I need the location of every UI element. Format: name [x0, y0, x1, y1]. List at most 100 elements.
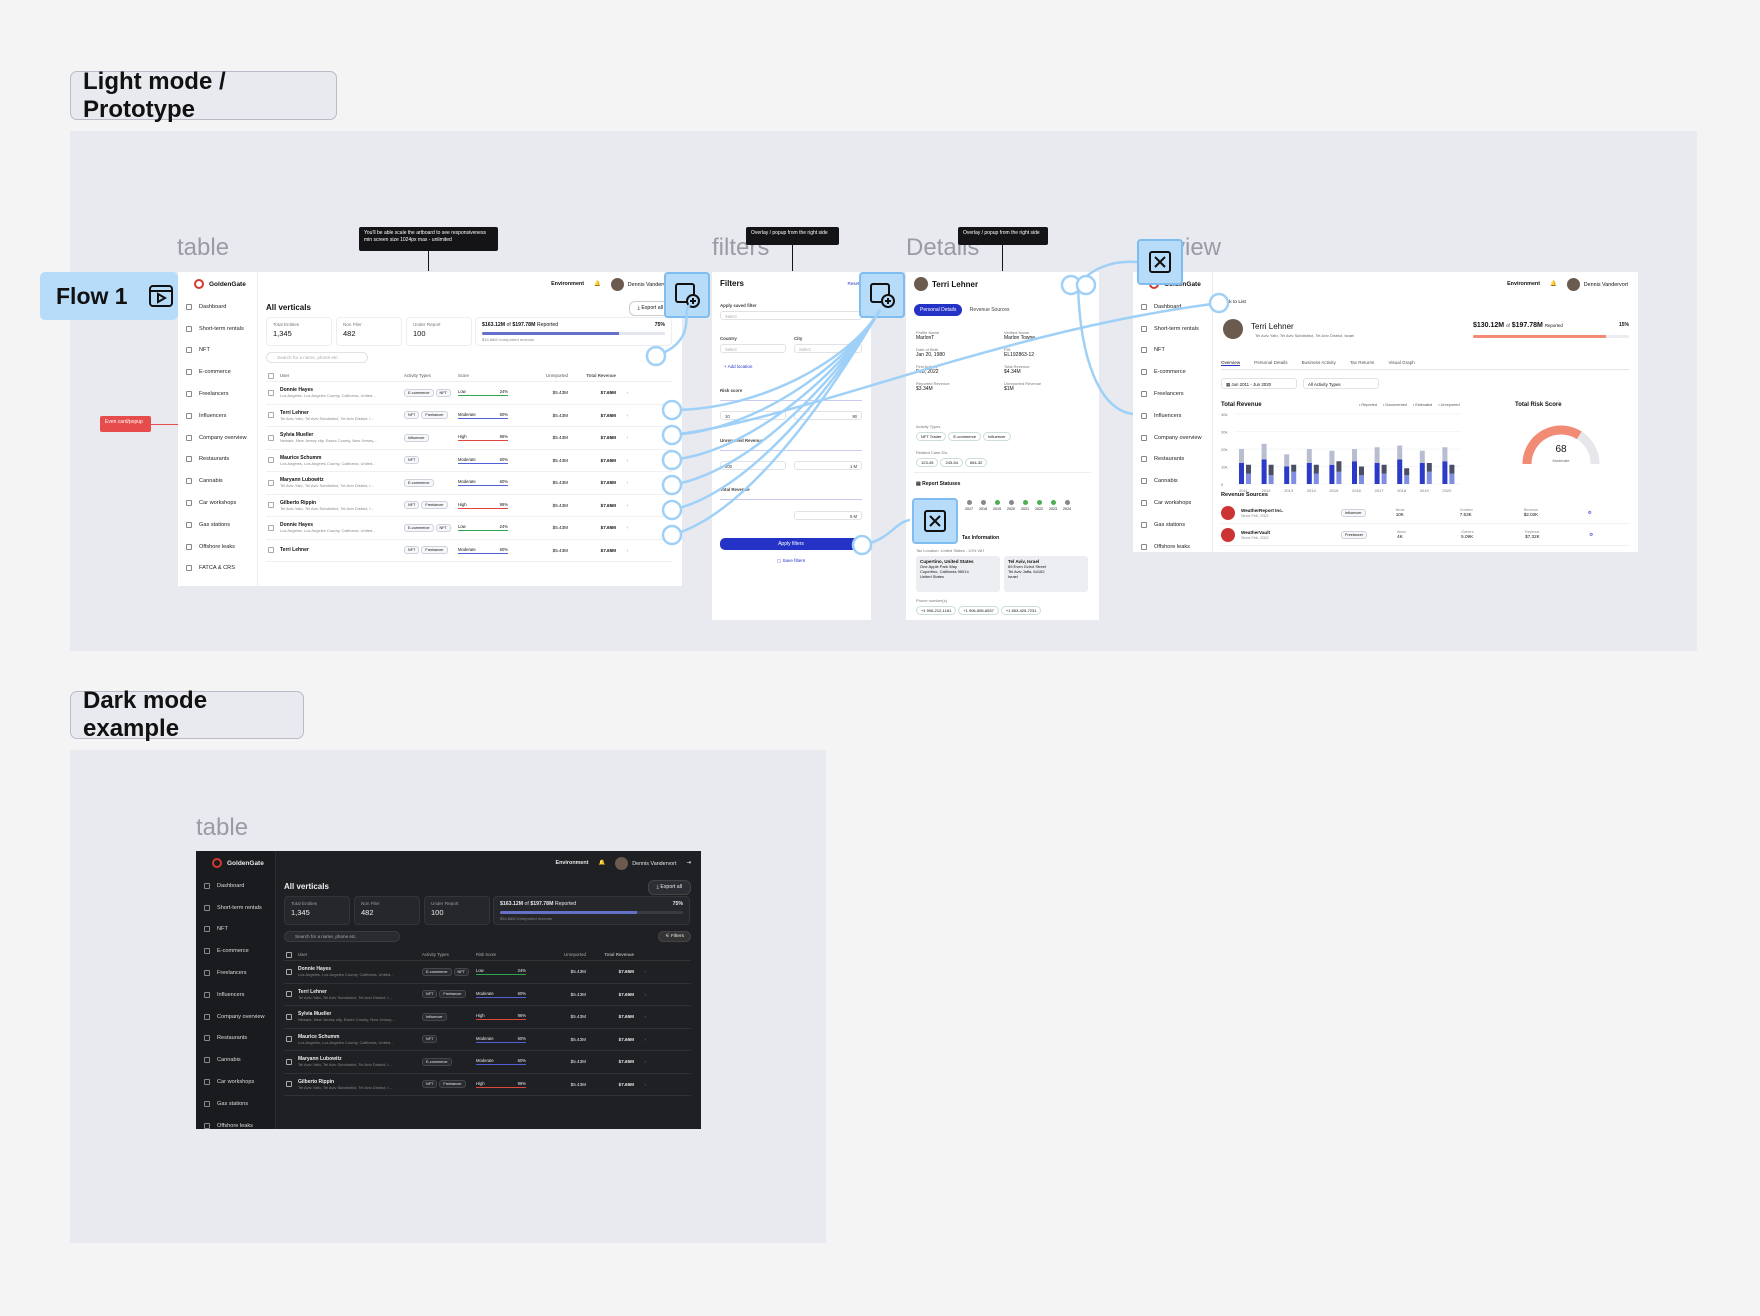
reset-all-link[interactable]: Reset all	[847, 281, 865, 286]
sidebar-item-dashboard[interactable]: Dashboard	[196, 875, 275, 897]
table-row[interactable]: Terri Lehner Tel Aviv-Yafo, Tel Aviv Subd…	[266, 405, 672, 427]
logout-icon[interactable]: ⇥	[686, 860, 691, 866]
environment-label[interactable]: Environment	[1507, 281, 1541, 287]
sidebar-item-influencers[interactable]: Influencers	[178, 405, 257, 427]
gear-icon[interactable]: ⚙	[1589, 531, 1594, 537]
sidebar-item-gas-stations[interactable]: Gas stations	[1133, 514, 1212, 536]
sidebar-item-nft[interactable]: NFT	[196, 919, 275, 941]
chevron-right-icon[interactable]: ›	[644, 1059, 646, 1065]
open-overlay-icon-filters[interactable]	[664, 272, 710, 318]
table-row[interactable]: Maurice Schumm Los Angeles, Los Angeles C…	[266, 450, 672, 472]
chevron-right-icon[interactable]: ›	[644, 1036, 646, 1042]
row-checkbox[interactable]	[268, 389, 274, 396]
country-select[interactable]: Select	[720, 344, 786, 353]
sidebar-item-e-commerce[interactable]: E-commerce	[1133, 361, 1212, 383]
chevron-right-icon[interactable]: ›	[626, 435, 628, 441]
sidebar-item-freelancers[interactable]: Freelancers	[1133, 383, 1212, 405]
phone-chip[interactable]: +1 906-555-6537	[958, 606, 999, 615]
tax-info-header[interactable]: Tax Information	[962, 535, 1000, 541]
sidebar-item-dashboard[interactable]: Dashboard	[1133, 296, 1212, 318]
select-all-checkbox[interactable]	[286, 951, 292, 958]
chevron-right-icon[interactable]: ›	[626, 502, 628, 508]
saved-filter-select[interactable]: Select	[720, 311, 862, 320]
gear-icon[interactable]: ⚙	[1587, 509, 1592, 515]
sidebar-item-e-commerce[interactable]: E-commerce	[196, 940, 275, 962]
tab-business-activity[interactable]: Business Activity	[1301, 360, 1336, 365]
sidebar-item-freelancers[interactable]: Freelancers	[178, 383, 257, 405]
table-row[interactable]: Sylvia Mueller Newark, New Jersey city, E…	[266, 427, 672, 450]
sidebar-item-short-term-rentals[interactable]: Short-term rentals	[1133, 318, 1212, 340]
row-checkbox[interactable]	[286, 1036, 292, 1043]
chevron-right-icon[interactable]: ›	[626, 457, 628, 463]
row-checkbox[interactable]	[268, 524, 274, 531]
sidebar-item-gas-stations[interactable]: Gas stations	[178, 514, 257, 536]
bell-icon[interactable]: 🔔	[1550, 281, 1557, 287]
sidebar-item-restaurants[interactable]: Restaurants	[1133, 449, 1212, 471]
sidebar-item-company-overview[interactable]: Company overview	[1133, 427, 1212, 449]
tab-revenue-sources[interactable]: Revenue Sources	[969, 307, 1010, 313]
sidebar-item-cannabis[interactable]: Cannabis	[178, 470, 257, 492]
table-row[interactable]: Donnie Hayes Los Angeles, Los Angeles Cou…	[284, 961, 691, 984]
row-checkbox[interactable]	[268, 502, 274, 509]
tab-tax-returns[interactable]: Tax Returns	[1349, 360, 1375, 365]
row-checkbox[interactable]	[268, 457, 274, 464]
case-id-chip[interactable]: 123-45	[916, 458, 939, 467]
case-id-chip[interactable]: 243-54	[940, 458, 963, 467]
tab-personal-details[interactable]: Personal Details	[914, 304, 963, 316]
total-max-input[interactable]: 5 M	[794, 511, 862, 520]
chevron-right-icon[interactable]: ›	[644, 969, 646, 975]
revenue-source-row[interactable]: WeatherReport Inc. Since Feb, 2022 Influen…	[1221, 502, 1629, 524]
table-row[interactable]: Terri Lehner Tel Aviv-Yafo, Tel Aviv Subd…	[284, 984, 691, 1006]
row-checkbox[interactable]	[286, 1081, 292, 1088]
sidebar-item-nft[interactable]: NFT	[1133, 340, 1212, 362]
sidebar-item-offshore-leaks[interactable]: Offshore leaks	[178, 536, 257, 558]
sidebar-item-company-overview[interactable]: Company overview	[196, 1006, 275, 1028]
environment-label[interactable]: Environment	[551, 281, 585, 287]
search-input[interactable]: Search for a name, phone etc.	[266, 352, 368, 363]
select-all-checkbox[interactable]	[268, 372, 274, 379]
risk-min-input[interactable]: 10	[720, 411, 786, 420]
row-checkbox[interactable]	[268, 479, 274, 486]
row-checkbox[interactable]	[268, 412, 274, 419]
report-statuses-header[interactable]: ▤ Report Statuses	[916, 481, 961, 487]
sidebar-item-short-term-rentals[interactable]: Short-term rentals	[196, 897, 275, 919]
row-checkbox[interactable]	[286, 1013, 292, 1020]
back-to-list-link[interactable]: Back to List	[1221, 300, 1246, 305]
user-menu[interactable]: Dennis Vandervort	[610, 277, 672, 291]
sidebar-item-cannabis[interactable]: Cannabis	[1133, 470, 1212, 492]
row-checkbox[interactable]	[286, 991, 292, 998]
table-row[interactable]: Maryann Lubowitz Tel Aviv-Yafo, Tel Aviv …	[284, 1051, 691, 1074]
add-location-link[interactable]: + Add location	[724, 364, 753, 369]
close-overlay-icon-overview[interactable]	[1137, 239, 1183, 285]
phone-chip[interactable]: +1 653-425-7231	[1000, 606, 1042, 615]
chevron-right-icon[interactable]: ›	[626, 547, 628, 553]
sidebar-item-gas-stations[interactable]: Gas stations	[196, 1093, 275, 1115]
chevron-right-icon[interactable]: ›	[644, 991, 646, 997]
unreported-max-input[interactable]: 1 M	[794, 461, 862, 470]
row-checkbox[interactable]	[268, 547, 274, 554]
table-row[interactable]: Gilberto Rippin Tel Aviv-Yafo, Tel Aviv S…	[284, 1074, 691, 1096]
date-range-picker[interactable]: ▦ Jun 2011 - Jun 2020	[1221, 378, 1297, 389]
city-select[interactable]: Select	[794, 344, 862, 353]
case-id-chip[interactable]: 654-32	[964, 458, 988, 467]
user-menu[interactable]: Dennis Vandervort	[615, 856, 676, 870]
chevron-right-icon[interactable]: ›	[626, 525, 628, 531]
bell-icon[interactable]: 🔔	[594, 281, 601, 287]
table-row[interactable]: Donnie Hayes Los Angeles, Los Angeles Cou…	[266, 382, 672, 405]
table-row[interactable]: Gilberto Rippin Tel Aviv-Yafo, Tel Aviv S…	[266, 495, 672, 517]
unreported-min-input[interactable]: 200	[720, 461, 786, 470]
sidebar-item-company-overview[interactable]: Company overview	[178, 427, 257, 449]
tab-overview[interactable]: Overview	[1221, 360, 1241, 366]
sidebar-item-fatca-crs[interactable]: FATCA & CRS	[178, 558, 257, 580]
table-row[interactable]: Donnie Hayes Los Angeles, Los Angeles Cou…	[266, 517, 672, 540]
sidebar-item-influencers[interactable]: Influencers	[196, 984, 275, 1006]
flow-1-badge[interactable]: Flow 1	[40, 272, 178, 320]
sidebar-item-influencers[interactable]: Influencers	[1133, 405, 1212, 427]
sidebar-item-car-workshops[interactable]: Car workshops	[196, 1071, 275, 1093]
chevron-right-icon[interactable]: ›	[626, 412, 628, 418]
chevron-right-icon[interactable]: ›	[626, 480, 628, 486]
table-row[interactable]: Terri Lehner NFT Freelancer Moderate 60% $5.4…	[266, 540, 672, 562]
chevron-right-icon[interactable]: ›	[626, 390, 628, 396]
sidebar-item-nft[interactable]: NFT	[178, 340, 257, 362]
sidebar-item-car-workshops[interactable]: Car workshops	[178, 492, 257, 514]
